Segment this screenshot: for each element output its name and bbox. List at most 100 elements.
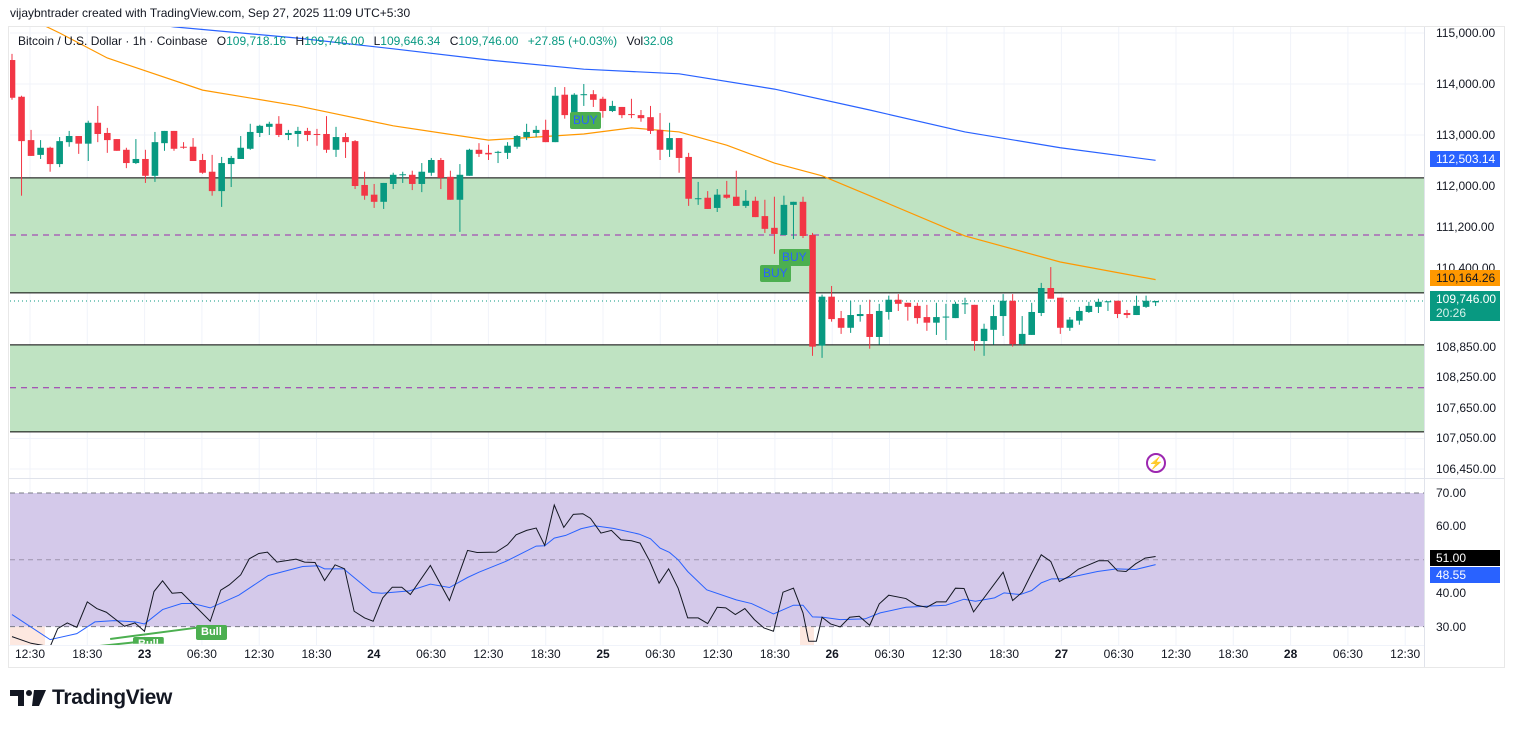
time-axis-label: 06:30 [186, 647, 217, 661]
candle-body [875, 310, 883, 337]
time-axis-label: 18:30 [301, 647, 332, 661]
candle-body [1104, 301, 1112, 303]
buy-signal-label[interactable]: BUY [779, 249, 810, 266]
time-axis-label: 12:30 [702, 647, 733, 661]
candle-body [332, 137, 340, 150]
symbol-title: Bitcoin / U.S. Dollar · 1h · Coinbase [18, 34, 208, 48]
candle-body [694, 198, 702, 200]
lightning-icon[interactable]: ⚡ [1146, 453, 1166, 473]
time-axis-label: 06:30 [1332, 647, 1363, 661]
bull-divergence-line [110, 624, 211, 640]
candle-body [666, 138, 673, 150]
candle-body [418, 171, 426, 184]
candle-body [1066, 319, 1074, 328]
candle-body [513, 136, 521, 147]
price-axis-label: 112,000.00 [1436, 179, 1496, 193]
candle-body [304, 130, 311, 135]
candle-body [523, 131, 530, 138]
time-axis-label: 24 [367, 647, 381, 661]
time-axis-label: 06:30 [1103, 647, 1134, 661]
candle-body [494, 151, 502, 153]
candle-body [151, 142, 159, 176]
candle-body [504, 145, 511, 153]
candle-body [1028, 311, 1036, 335]
price-axis-label: 108,250.00 [1436, 370, 1497, 385]
candle-body [37, 147, 44, 155]
candle-body [428, 159, 435, 173]
candle-body [885, 299, 893, 312]
price-pane[interactable] [9, 10, 1424, 433]
volume-value: 32.08 [643, 34, 674, 48]
rsi-pane[interactable] [10, 492, 1424, 653]
rsi-line [11, 503, 1156, 645]
logo-text: TradingView [52, 686, 173, 709]
time-axis-label: 23 [137, 647, 152, 661]
time-axis-label: 06:30 [645, 647, 676, 661]
candle-body [361, 184, 368, 196]
candle-body [189, 146, 197, 162]
candle-body [647, 117, 654, 131]
candle-body [923, 317, 931, 323]
candle-body [294, 130, 302, 134]
time-axis-label: 27 [1054, 647, 1069, 661]
time-axis-label: 18:30 [72, 647, 103, 661]
candle-body [65, 136, 73, 143]
time-axis-label: 06:30 [416, 647, 447, 661]
open-label: O [216, 34, 227, 48]
candle-body [837, 318, 845, 328]
candle-body [952, 303, 959, 319]
candle-body [675, 138, 683, 158]
candle-body [599, 98, 607, 112]
candle-body [637, 115, 645, 119]
close-value: 109,746.00 [458, 34, 519, 48]
candle-body [475, 149, 483, 154]
bar-countdown: 20:26 [1436, 306, 1467, 320]
last-price-tag: 109,746.00 20:26 [1430, 291, 1500, 321]
candle-body [218, 163, 225, 192]
candle-body [752, 200, 759, 218]
candle-body [609, 105, 616, 112]
candle-body [628, 114, 635, 116]
bull-signal-label[interactable]: Bull [196, 625, 227, 640]
candle-body [856, 314, 864, 317]
candle-body [1114, 300, 1121, 315]
open-value: 109,718.16 [226, 34, 287, 48]
candle-body [561, 94, 569, 116]
candle-body [123, 149, 130, 164]
bull-signal-label[interactable]: Bull [133, 637, 164, 644]
candle-body [828, 296, 835, 320]
candle-body [780, 204, 788, 235]
candle-body [246, 131, 254, 149]
demand-zone [10, 344, 1424, 432]
rsi-oversold-fill [10, 626, 45, 645]
candle-body [256, 125, 264, 133]
price-axis-label: 113,000.00 [1436, 128, 1496, 142]
candle-body [351, 141, 359, 186]
candle-body [104, 132, 111, 141]
time-axis-label: 12:30 [931, 647, 962, 661]
time-axis-label: 12:30 [14, 647, 46, 661]
candle-body [761, 216, 769, 229]
candle-body [914, 305, 921, 319]
time-axis-label: 12:30 [1390, 647, 1421, 661]
candle-body [447, 176, 454, 200]
rsi-axis-label: 40.00 [1436, 586, 1467, 601]
candle-body [1076, 310, 1083, 321]
candle-body [999, 300, 1007, 317]
change-value: +27.85 (+0.03%) [527, 34, 618, 48]
candle-body [771, 227, 778, 234]
rsi-value-tag: 51.00 [1430, 550, 1500, 566]
time-axis-label: 25 [596, 647, 610, 661]
candle-body [799, 201, 807, 236]
candle-body [370, 194, 378, 202]
tradingview-logo-icon [10, 690, 46, 706]
rsi-axis-label: 30.00 [1436, 619, 1467, 634]
candle-body [10, 60, 16, 98]
buy-signal-label[interactable]: BUY [570, 112, 601, 129]
price-axis-label: 114,000.00 [1436, 77, 1496, 91]
symbol-legend[interactable]: Bitcoin / U.S. Dollar · 1h · Coinbase O1… [18, 34, 673, 48]
tradingview-logo[interactable]: TradingView [10, 686, 172, 710]
candle-body [266, 123, 273, 127]
buy-signal-label[interactable]: BUY [760, 265, 791, 282]
